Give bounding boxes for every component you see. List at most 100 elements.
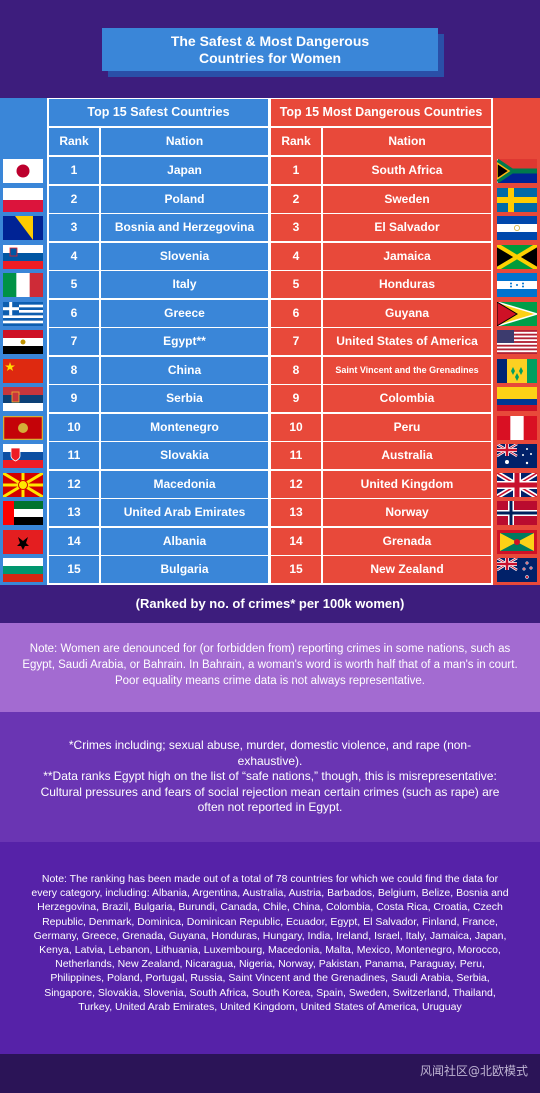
peru-flag-icon [497,416,537,440]
danger-rank-cell: 12 [271,471,321,498]
japan-flag-icon [3,159,43,183]
danger-rank-cell: 5 [271,271,321,298]
danger-rank-cell: 13 [271,499,321,526]
danger-nation-cell: Sweden [323,186,491,213]
danger-nation-cell: Honduras [323,271,491,298]
bosnia-flag-icon [3,216,43,240]
sweden-flag-icon [497,188,537,212]
danger-nation-cell: Colombia [323,385,491,412]
safe-rank-cell: 9 [49,385,99,412]
el-salvador-flag-icon [497,216,537,240]
bulgaria-flag-icon [3,558,43,582]
danger-nation-col-header: Nation [323,128,491,155]
china-flag-icon [3,359,43,383]
new-zealand-flag-icon [497,558,537,582]
safe-nation-cell: Japan [101,157,268,184]
safe-nation-cell: Poland [101,186,268,213]
ranked-by-note: (Ranked by no. of crimes* per 100k women… [0,585,540,623]
south-africa-flag-icon [497,159,537,183]
danger-rank-cell: 11 [271,442,321,469]
safe-rank-cell: 3 [49,214,99,241]
safe-nation-cell: United Arab Emirates [101,499,268,526]
safe-header: Top 15 Safest Countries [49,99,268,126]
page-title: The Safest & Most Dangerous Countries for… [102,28,438,71]
poland-flag-icon [3,188,43,212]
safe-nation-cell: China [101,357,268,384]
usa-flag-icon [497,330,537,354]
safe-rank-cell: 10 [49,414,99,441]
danger-nation-cell: South Africa [323,157,491,184]
saint-vincent-flag-icon [497,359,537,383]
safe-rank-cell: 13 [49,499,99,526]
safe-rank-cell: 5 [49,271,99,298]
safe-nation-cell: Italy [101,271,268,298]
jamaica-flag-icon [497,245,537,269]
danger-nation-cell: Saint Vincent and the Grenadines [323,357,491,384]
australia-flag-icon [497,444,537,468]
safe-nation-cell: Greece [101,300,268,327]
reporting-note: Note: Women are denounced for (or forbid… [0,623,540,712]
danger-rank-cell: 9 [271,385,321,412]
safe-nation-cell: Slovenia [101,243,268,270]
safe-rank-cell: 6 [49,300,99,327]
danger-nation-cell: Grenada [323,528,491,555]
uae-flag-icon [3,501,43,525]
guyana-flag-icon [497,302,537,326]
safe-rank-cell: 11 [49,442,99,469]
safe-nation-cell: Bulgaria [101,556,268,583]
norway-flag-icon [497,501,537,525]
countries-note: Note: The ranking has been made out of a… [0,842,540,1054]
colombia-flag-icon [497,387,537,411]
crimes-definition: *Crimes including; sexual abuse, murder,… [68,738,472,768]
safe-rank-col-header: Rank [49,128,99,155]
danger-rank-col-header: Rank [271,128,321,155]
grenada-flag-icon [497,530,537,554]
safe-nation-cell: Macedonia [101,471,268,498]
safe-nation-col-header: Nation [101,128,268,155]
danger-header: Top 15 Most Dangerous Countries [271,99,491,126]
footer-band [0,1054,540,1093]
safe-nation-cell: Albania [101,528,268,555]
danger-rank-cell: 3 [271,214,321,241]
macedonia-flag-icon [3,473,43,497]
safe-nation-cell: Slovakia [101,442,268,469]
danger-nation-cell: Australia [323,442,491,469]
safe-rank-cell: 4 [49,243,99,270]
slovenia-flag-icon [3,245,43,269]
safe-rank-cell: 15 [49,556,99,583]
danger-rank-cell: 2 [271,186,321,213]
danger-rank-cell: 14 [271,528,321,555]
danger-rank-cell: 7 [271,328,321,355]
safe-rank-cell: 14 [49,528,99,555]
egypt-footnote: **Data ranks Egypt high on the list of “… [40,769,500,814]
danger-nation-cell: Jamaica [323,243,491,270]
danger-rank-cell: 10 [271,414,321,441]
uk-flag-icon [497,473,537,497]
serbia-flag-icon [3,387,43,411]
safe-rank-cell: 7 [49,328,99,355]
crimes-footnote: *Crimes including; sexual abuse, murder,… [0,712,540,842]
egypt-flag-icon [3,330,43,354]
albania-flag-icon [3,530,43,554]
danger-nation-cell: Peru [323,414,491,441]
safe-nation-cell: Bosnia and Herzegovina [101,214,268,241]
safe-rank-cell: 1 [49,157,99,184]
page-title-line: Countries for Women [198,50,342,66]
italy-flag-icon [3,273,43,297]
safe-rank-cell: 2 [49,186,99,213]
montenegro-flag-icon [3,416,43,440]
danger-nation-cell: El Salvador [323,214,491,241]
danger-rank-cell: 15 [271,556,321,583]
danger-rank-cell: 8 [271,357,321,384]
danger-nation-cell: New Zealand [323,556,491,583]
honduras-flag-icon [497,273,537,297]
safe-rank-cell: 8 [49,357,99,384]
danger-rank-cell: 4 [271,243,321,270]
danger-nation-cell: United Kingdom [323,471,491,498]
danger-nation-cell: Guyana [323,300,491,327]
danger-nation-cell: United States of America [323,328,491,355]
safe-nation-cell: Montenegro [101,414,268,441]
greece-flag-icon [3,302,43,326]
watermark: 风闻社区@北欧模式 [419,1064,528,1078]
safe-nation-cell: Serbia [101,385,268,412]
